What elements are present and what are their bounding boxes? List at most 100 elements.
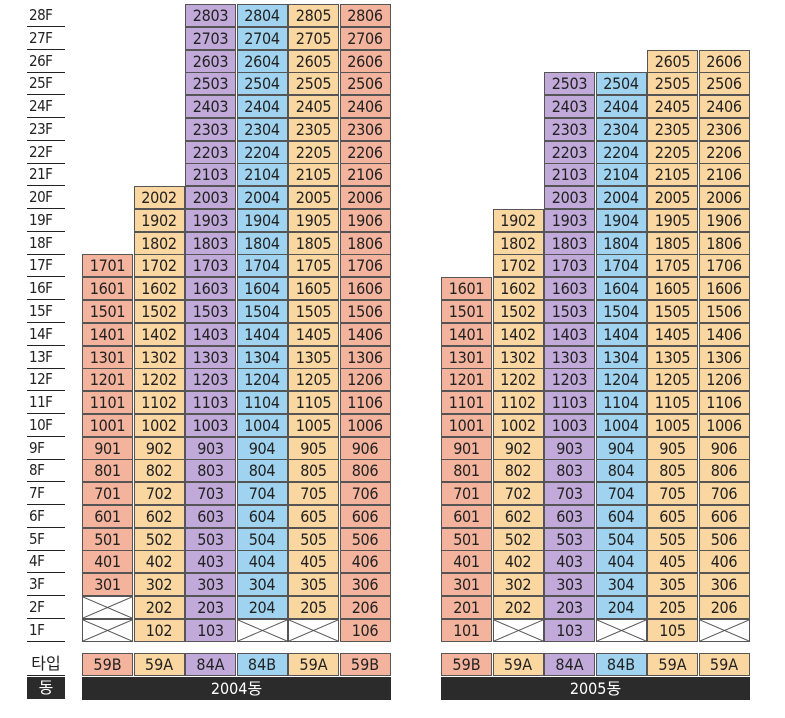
unit-cell: 1302 — [492, 345, 544, 369]
building-name-bar: 2005동 — [441, 677, 750, 700]
unit-cell: 802 — [133, 459, 185, 483]
unit-cell: 403 — [544, 550, 595, 574]
unit-cell: 1102 — [492, 391, 544, 415]
floor-label: 1F — [27, 619, 65, 642]
unit-cell: 2003 — [185, 186, 236, 210]
unit-cell: 205 — [288, 596, 339, 620]
unit-cell: 2004 — [236, 186, 288, 210]
unit-cell: 2205 — [288, 140, 339, 164]
unit-cell: 1503 — [544, 300, 595, 323]
unit-cell: 804 — [595, 459, 647, 483]
floor-label: 16F — [27, 277, 65, 301]
unit-cell: 2002 — [133, 186, 185, 210]
unit-cell: 706 — [339, 482, 391, 506]
unit-cell: 1606 — [339, 277, 391, 301]
unit-cell: 206 — [339, 596, 391, 620]
unit-cell: 1702 — [133, 254, 185, 278]
floor-label: 20F — [27, 186, 65, 210]
unit-cell: 2403 — [544, 95, 595, 119]
unit-cell: 906 — [339, 436, 391, 460]
unit-cell: 1201 — [82, 368, 133, 392]
unit-cell: 2304 — [236, 117, 288, 141]
unit-cell: 1104 — [236, 391, 288, 415]
unit-cell: 606 — [698, 504, 750, 528]
unit-cell: 705 — [288, 482, 339, 506]
unit-cell: 1203 — [544, 368, 595, 392]
unit-cell: 403 — [185, 550, 236, 574]
unit-cell: 1305 — [647, 345, 698, 369]
unit-cell: 2204 — [595, 140, 647, 164]
type-cell: 59A — [698, 653, 750, 676]
unit-cell: 2404 — [595, 95, 647, 119]
unit-cell: 504 — [595, 527, 647, 551]
unit-cell: 1103 — [185, 391, 236, 415]
unit-cell: 904 — [595, 436, 647, 460]
unit-cell: 806 — [339, 459, 391, 483]
unit-cell: 606 — [339, 504, 391, 528]
type-cell: 84A — [544, 653, 595, 676]
unit-cell: 303 — [544, 573, 595, 597]
floor-label: 6F — [27, 505, 65, 528]
unit-cell: 1702 — [492, 254, 544, 278]
unit-cell: 1206 — [339, 368, 391, 392]
unit-cell: 2403 — [185, 95, 236, 119]
floor-label: 7F — [27, 482, 65, 506]
floor-label: 11F — [27, 391, 65, 415]
unit-cell: 1403 — [544, 322, 595, 346]
unit-cell: 602 — [133, 504, 185, 528]
unit-cell: 2505 — [288, 72, 339, 96]
floor-label: 5F — [27, 528, 65, 551]
unit-cell: 2106 — [698, 163, 750, 187]
unit-cell: 2805 — [288, 4, 339, 27]
unit-cell: 2606 — [698, 49, 750, 73]
unit-cell: 902 — [133, 436, 185, 460]
legend-type-label: 타입 — [27, 653, 65, 676]
unit-cell: 1404 — [236, 322, 288, 346]
floor-label: 10F — [27, 414, 65, 437]
unit-cell: 803 — [185, 459, 236, 483]
unit-cell: 1506 — [339, 300, 391, 323]
unit-cell: 702 — [492, 482, 544, 506]
unit-cell: 906 — [698, 436, 750, 460]
unit-cell: 601 — [82, 504, 133, 528]
unit-cell: 806 — [698, 459, 750, 483]
unit-cell: 2603 — [185, 49, 236, 73]
unit-cell: 1304 — [236, 345, 288, 369]
unit-cell: 1505 — [288, 300, 339, 323]
unit-cell: 1204 — [236, 368, 288, 392]
unit-cell: 301 — [441, 573, 492, 597]
unit-cell: 2306 — [698, 117, 750, 141]
unit-cell: 1402 — [133, 322, 185, 346]
unit-cell: 2005 — [288, 186, 339, 210]
unit-cell: 603 — [544, 504, 595, 528]
floor-label: 12F — [27, 368, 65, 392]
unit-cell: 405 — [647, 550, 698, 574]
unit-cell: 1606 — [698, 277, 750, 301]
unit-cell: 2806 — [339, 4, 391, 27]
unit-cell: 105 — [647, 618, 698, 642]
unit-cell: 306 — [339, 573, 391, 597]
unit-cell: 801 — [82, 459, 133, 483]
unit-cell: 905 — [288, 436, 339, 460]
unit-cell: 1001 — [82, 413, 133, 437]
unit-cell: 1406 — [339, 322, 391, 346]
unit-cell: 1304 — [595, 345, 647, 369]
unit-cell: 1706 — [698, 254, 750, 278]
unit-cell: 1004 — [595, 413, 647, 437]
unit-cell: 706 — [698, 482, 750, 506]
unit-cell: 1502 — [492, 300, 544, 323]
unit-cell: 1603 — [185, 277, 236, 301]
unit-cell: 2203 — [544, 140, 595, 164]
unit-cell: 503 — [544, 527, 595, 551]
unit-cell: 1703 — [544, 254, 595, 278]
unit-cell: 1602 — [492, 277, 544, 301]
unit-cell: 1705 — [647, 254, 698, 278]
unit-cell: 103 — [185, 618, 236, 642]
unit-cell: 1504 — [236, 300, 288, 323]
unit-cell: 1306 — [339, 345, 391, 369]
unit-cell: 2003 — [544, 186, 595, 210]
unit-cell: 1303 — [544, 345, 595, 369]
unit-cell: 901 — [82, 436, 133, 460]
unit-cell: 1903 — [544, 208, 595, 232]
unit-cell: 1704 — [595, 254, 647, 278]
